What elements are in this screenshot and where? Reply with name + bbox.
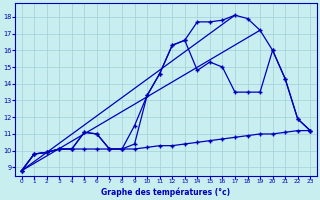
X-axis label: Graphe des températures (°c): Graphe des températures (°c) [101, 187, 230, 197]
